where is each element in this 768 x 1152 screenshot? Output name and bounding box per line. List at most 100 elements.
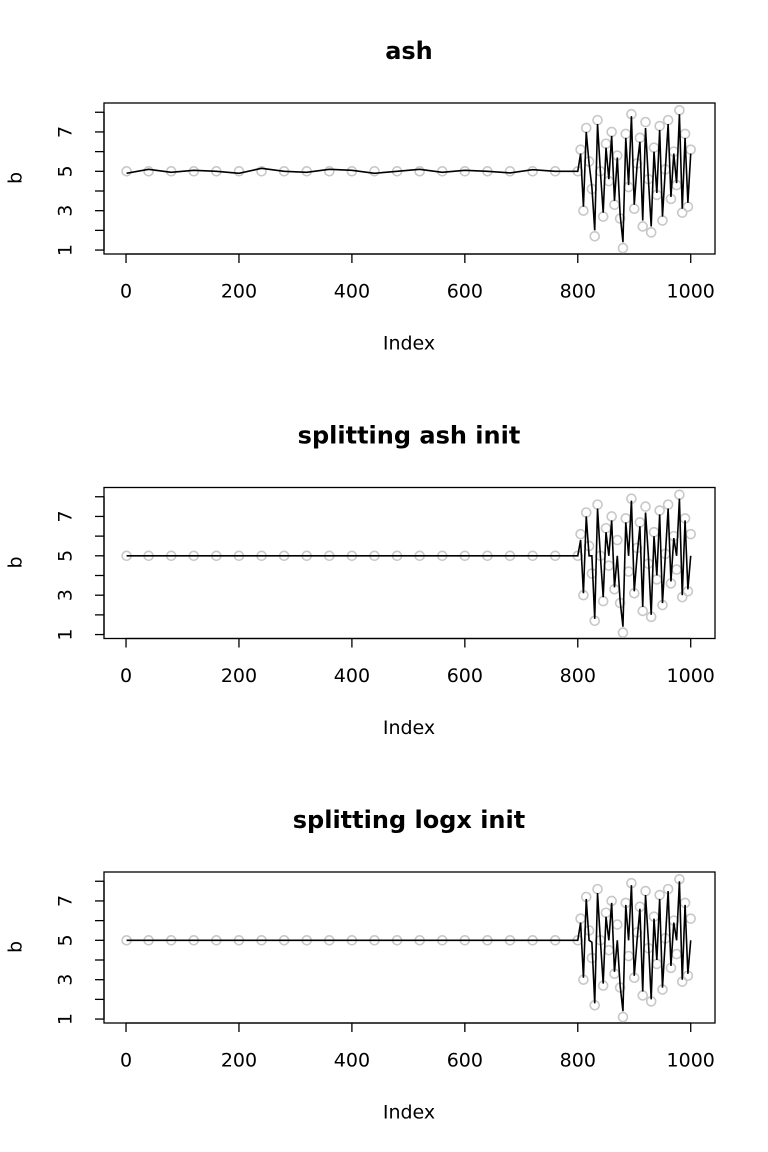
data-point: [324, 166, 335, 177]
x-tick-label: 200: [221, 665, 257, 687]
data-point: [369, 166, 380, 177]
chart-title: ash: [385, 37, 433, 65]
data-point: [597, 211, 609, 222]
data-point: [600, 138, 612, 150]
data-point: [504, 166, 516, 177]
data-point: [657, 215, 668, 226]
data-point: [603, 560, 615, 571]
data-point: [414, 166, 425, 177]
y-tick-label: 3: [55, 205, 77, 217]
data-point: [600, 907, 612, 919]
y-tick-label: 5: [55, 165, 77, 177]
data-point: [527, 166, 538, 177]
x-tick-label: 600: [447, 665, 483, 687]
x-tick-label: 800: [560, 665, 596, 687]
data-point: [640, 116, 651, 128]
x-tick-label: 0: [120, 665, 132, 687]
x-tick-label: 800: [560, 1050, 596, 1072]
data-point: [589, 230, 601, 242]
data-point: [603, 944, 615, 956]
x-tick-label: 400: [334, 281, 370, 303]
data-point: [682, 201, 694, 213]
panel: ash Index b 0 200 400 600 800 1000 1 3 5 7: [5, 37, 716, 355]
x-tick-label: 400: [334, 1050, 370, 1072]
x-axis-label: Index: [383, 333, 435, 355]
data-point: [654, 505, 665, 516]
data-point: [578, 205, 589, 216]
y-tick-label: 3: [55, 589, 77, 601]
data-point: [685, 528, 697, 540]
chart-title: splitting logx init: [293, 806, 525, 834]
data-point: [674, 489, 685, 501]
data-point: [592, 883, 603, 895]
data-point: [685, 913, 697, 924]
data-point: [685, 144, 697, 155]
data-point: [617, 242, 629, 254]
data-point: [143, 166, 154, 177]
panel: splitting logx init Index b 0 200 400 600 800 10…: [5, 806, 716, 1124]
data-point: [121, 166, 132, 177]
data-point: [592, 499, 603, 510]
x-tick-label: 0: [120, 281, 132, 303]
data-point: [654, 889, 665, 901]
data-point: [612, 919, 623, 930]
y-tick-label: 7: [55, 510, 77, 522]
data-line: [126, 114, 692, 243]
data-point: [623, 950, 634, 962]
data-point: [575, 913, 586, 924]
data-point: [597, 595, 609, 607]
data-point: [617, 1011, 629, 1023]
data-point: [256, 166, 267, 177]
y-tick-label: 1: [55, 629, 77, 641]
data-point: [634, 517, 646, 528]
x-tick-label: 800: [560, 281, 596, 303]
data-point: [662, 114, 674, 126]
data-point: [654, 120, 665, 132]
panel: splitting ash init Index b 0 200 400 600 800 100…: [5, 422, 716, 739]
data-point: [634, 132, 646, 144]
x-axis-label: Index: [383, 1102, 435, 1124]
data-point: [575, 144, 586, 155]
y-axis-label: b: [5, 172, 27, 184]
data-point: [637, 605, 649, 617]
data-line: [126, 498, 692, 627]
x-tick-label: 600: [447, 281, 483, 303]
data-point: [640, 885, 651, 897]
y-tick-label: 1: [55, 244, 77, 256]
data-point: [651, 958, 663, 970]
y-tick-label: 5: [55, 934, 77, 946]
y-tick-label: 5: [55, 550, 77, 562]
data-point: [674, 104, 685, 116]
data-point: [617, 627, 629, 638]
x-tick-label: 200: [221, 281, 257, 303]
y-axis-label: b: [5, 941, 27, 953]
x-tick-label: 1000: [667, 665, 715, 687]
x-tick-label: 200: [221, 1050, 257, 1072]
data-point: [651, 574, 663, 585]
data-point: [612, 534, 623, 546]
data-point: [637, 221, 649, 232]
data-point: [648, 142, 660, 153]
chart-title: splitting ash init: [298, 422, 521, 450]
x-tick-label: 1000: [667, 281, 715, 303]
data-point: [662, 499, 674, 510]
x-tick-label: 400: [334, 665, 370, 687]
x-axis-label: Index: [383, 717, 435, 739]
data-point: [620, 513, 632, 524]
x-tick-label: 0: [120, 1050, 132, 1072]
data-point: [606, 126, 617, 138]
data-point: [679, 128, 691, 140]
x-tick-label: 600: [447, 1050, 483, 1072]
data-point: [645, 227, 657, 238]
data-point: [620, 128, 632, 140]
data-point: [671, 564, 682, 575]
y-tick-label: 1: [55, 1013, 77, 1025]
data-point: [592, 114, 603, 126]
y-tick-label: 7: [55, 895, 77, 907]
data-point: [623, 566, 634, 577]
data-point: [233, 166, 245, 177]
data-point: [648, 526, 660, 538]
y-tick-label: 3: [55, 974, 77, 986]
data-point: [575, 528, 586, 540]
